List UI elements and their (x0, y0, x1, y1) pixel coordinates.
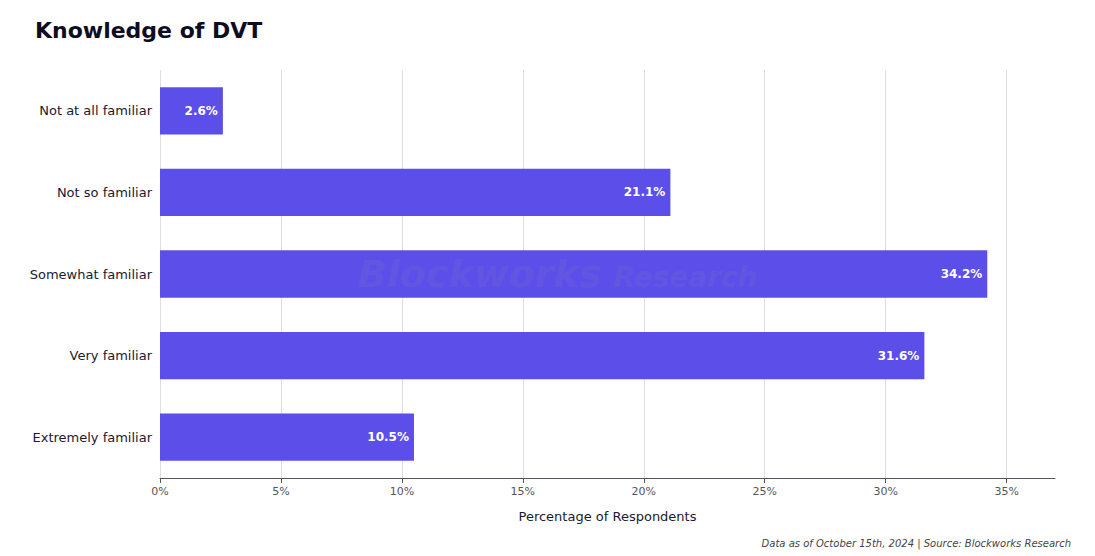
svg-text:Blockworks: Blockworks (358, 252, 602, 296)
svg-text:25%: 25% (753, 485, 777, 498)
svg-text:Somewhat familiar: Somewhat familiar (30, 267, 153, 282)
svg-text:30%: 30% (873, 485, 897, 498)
svg-text:Data as of October 15th, 2024: Data as of October 15th, 2024 | Source: … (762, 538, 1071, 550)
svg-text:0%: 0% (151, 485, 168, 498)
svg-text:10%: 10% (390, 485, 414, 498)
svg-text:Knowledge of DVT: Knowledge of DVT (35, 18, 262, 43)
svg-text:Not at all familiar: Not at all familiar (39, 103, 152, 118)
svg-text:Percentage of Respondents: Percentage of Respondents (519, 509, 697, 524)
svg-text:34.2%: 34.2% (941, 267, 983, 281)
svg-text:Not so familiar: Not so familiar (57, 185, 153, 200)
svg-text:2.6%: 2.6% (185, 104, 218, 118)
svg-text:31.6%: 31.6% (878, 349, 920, 363)
svg-text:5%: 5% (272, 485, 289, 498)
svg-text:10.5%: 10.5% (367, 430, 409, 444)
svg-text:Very familiar: Very familiar (70, 348, 153, 363)
svg-text:35%: 35% (994, 485, 1018, 498)
svg-text:Extremely familiar: Extremely familiar (32, 430, 152, 445)
svg-text:21.1%: 21.1% (624, 185, 666, 199)
svg-text:15%: 15% (511, 485, 535, 498)
svg-text:Research: Research (614, 261, 758, 294)
svg-text:20%: 20% (632, 485, 656, 498)
